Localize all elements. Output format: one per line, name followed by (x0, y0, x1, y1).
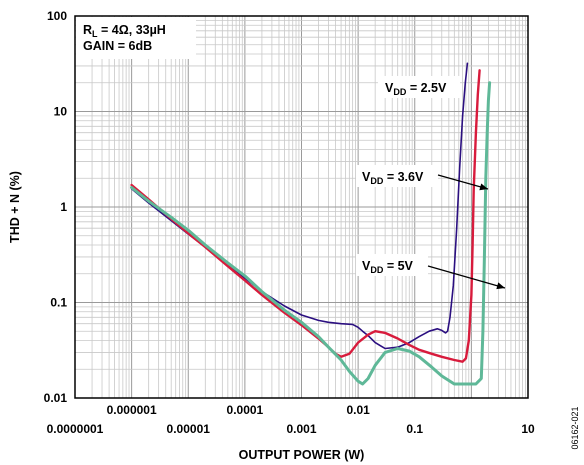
y-tick-label: 0.01 (44, 391, 68, 405)
annotation-value: = 5V (383, 259, 413, 273)
x-tick-label: 0.001 (286, 422, 316, 436)
series-line-1 (130, 62, 469, 350)
annotation-symbol: V (385, 81, 394, 95)
annotation-subscript: DD (370, 265, 383, 275)
annotation-subscript: DD (370, 176, 383, 186)
annotation-bg-3 (356, 254, 428, 276)
y-tick-label: 10 (54, 105, 68, 119)
y-tick-label: 100 (47, 9, 67, 23)
conditions-box-bg (76, 17, 196, 59)
x-tick-label: 0.0000001 (47, 422, 104, 436)
x-tick-label: 0.01 (346, 403, 370, 417)
annotation-value: = 3.6V (383, 170, 424, 184)
x-tick-label: 0.1 (406, 422, 423, 436)
x-tick-label: 0.000001 (107, 403, 157, 417)
figure-id: 06162-021 (570, 406, 580, 449)
annotation-arrow-line-2 (437, 174, 489, 190)
annotation-value: = 2.5V (406, 81, 447, 95)
annotation-subscript: DD (393, 87, 406, 97)
annotation-label-1: VDD = 2.5V (385, 81, 447, 97)
annotation-bg-1 (378, 76, 460, 98)
annotation-arrowhead-2 (479, 183, 488, 191)
series-group (130, 62, 492, 386)
x-axis-label: OUTPUT POWER (W) (239, 448, 365, 462)
annotation-label-3: VDD = 5V (362, 259, 414, 275)
annotation-label-2: VDD = 3.6V (362, 170, 424, 186)
annotation-arrow-line-3 (427, 265, 506, 289)
series-line-2 (130, 69, 481, 363)
annotation-arrowhead-3 (496, 282, 505, 290)
condition-subscript: L (92, 29, 98, 39)
annotation-symbol: V (362, 170, 371, 184)
annotation-bg-2 (356, 165, 438, 187)
y-tick-label: 1 (60, 200, 67, 214)
y-tick-label: 0.1 (50, 296, 67, 310)
y-tick-labels: 100 10 1 0.1 0.01 (44, 9, 68, 405)
condition-value: = 4Ω, 33µH (98, 23, 166, 37)
y-axis-label: THD + N (%) (8, 171, 22, 243)
plot-frame (74, 15, 529, 399)
annotation-symbol: V (362, 259, 371, 273)
conditions-line-2: GAIN = 6dB (83, 39, 152, 53)
x-tick-label: 0.00001 (167, 422, 211, 436)
x-tick-label: 0.0001 (227, 403, 264, 417)
series-line-3 (130, 81, 492, 386)
x-tick-label: 10 (521, 422, 535, 436)
conditions-line-1: RL = 4Ω, 33µH (83, 23, 166, 39)
condition-symbol: R (83, 23, 92, 37)
conditions-box: RL = 4Ω, 33µH GAIN = 6dB (76, 17, 196, 59)
